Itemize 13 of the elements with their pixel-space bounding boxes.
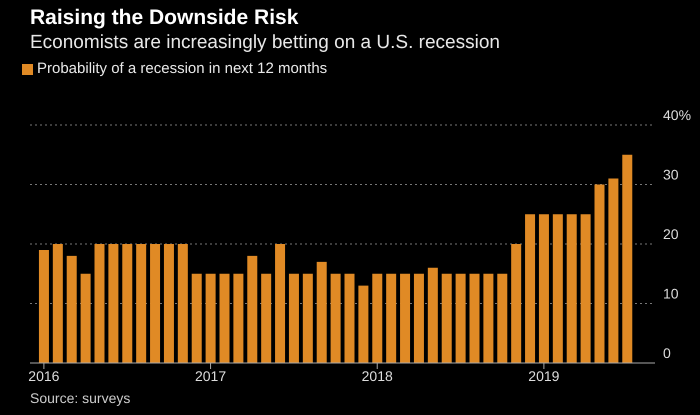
x-tick-label: 2019 [528,368,560,384]
chart-subtitle: Economists are increasingly betting on a U.S. recession [30,32,500,54]
chart-title: Raising the Downside Risk [30,6,298,30]
y-tick-label: 10 [663,285,679,302]
source-note: Source: surveys [30,390,130,406]
x-tick-label: 2016 [28,368,60,384]
x-tick-label: 2017 [194,368,226,384]
y-tick-label: 30 [663,166,679,182]
y-tick-label: 20 [663,226,679,242]
y-tick-label: 0 [663,344,671,361]
legend-label: Probability of a recession in next 12 months [37,60,328,77]
x-tick-label: 2018 [362,368,394,384]
y-tick-label: 40% [663,106,692,123]
